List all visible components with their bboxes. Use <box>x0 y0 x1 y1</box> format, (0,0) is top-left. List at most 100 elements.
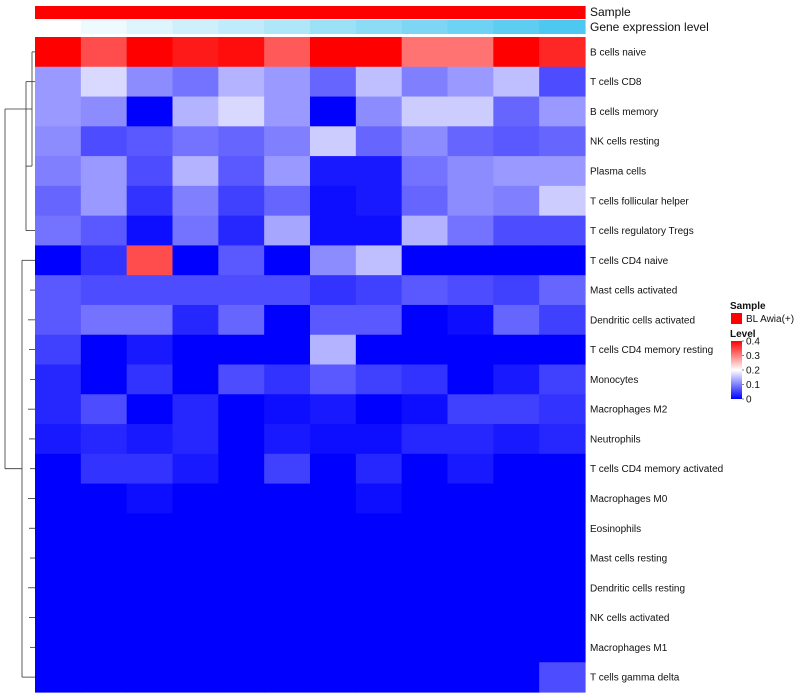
heatmap-cell <box>80 185 128 217</box>
heatmap-cell <box>80 394 128 425</box>
heatmap-cell <box>401 215 449 247</box>
heatmap-cell <box>401 37 449 68</box>
heatmap-cell <box>493 394 540 425</box>
heatmap-cell <box>126 304 174 336</box>
heatmap-cell <box>493 304 540 336</box>
heatmap-cell <box>355 662 403 693</box>
heatmap-cell <box>218 394 265 425</box>
heatmap-cell <box>493 156 540 187</box>
heatmap-cell <box>80 543 128 574</box>
heatmap-cell <box>35 424 82 455</box>
heatmap-cell <box>355 37 403 68</box>
heatmap-cell <box>80 424 128 455</box>
heatmap-cell <box>80 96 128 127</box>
row-labels: B cells naive T cells CD8 B cells memory NK… <box>590 47 723 683</box>
heatmap-cell <box>539 483 586 514</box>
heatmap-cell <box>447 453 494 485</box>
heatmap-cell <box>310 275 357 306</box>
heatmap-cell <box>493 453 540 485</box>
heatmap-cell <box>539 394 586 425</box>
heatmap-cell <box>35 156 82 187</box>
heatmap-cell <box>264 602 311 634</box>
sample-annotation-cell <box>264 6 311 19</box>
heatmap-cell <box>172 96 219 127</box>
sample-annotation-cell <box>447 6 494 19</box>
heatmap-cell <box>310 662 357 693</box>
heatmap-cell <box>264 275 311 306</box>
gene-expression-annotation-cell <box>264 20 311 34</box>
heatmap-cell <box>172 483 219 514</box>
heatmap-cell <box>493 185 540 217</box>
row-label: Mast cells activated <box>590 286 677 297</box>
heatmap-cell <box>126 662 174 693</box>
heatmap-cell <box>355 572 403 604</box>
heatmap-cell <box>539 96 586 127</box>
row-label: Eosinophils <box>590 524 641 535</box>
row-label: NK cells resting <box>590 137 659 148</box>
heatmap-cell <box>126 572 174 604</box>
heatmap-cell <box>310 424 357 455</box>
row-label: T cells CD4 naive <box>590 256 669 267</box>
heatmap-cell <box>493 245 540 276</box>
heatmap-cell <box>172 304 219 336</box>
heatmap-cell <box>539 215 586 247</box>
gene-expression-annotation-cell <box>539 20 586 34</box>
heatmap-cell <box>126 424 174 455</box>
heatmap-cell <box>218 245 265 276</box>
row-label: Macrophages M2 <box>590 405 668 416</box>
sample-annotation-cell <box>172 6 219 19</box>
heatmap-cell <box>310 245 357 276</box>
heatmap-cell <box>218 275 265 306</box>
legend-sample-title: Sample <box>730 301 766 312</box>
heatmap-cell <box>355 394 403 425</box>
heatmap-cell <box>447 185 494 217</box>
heatmap-cell <box>264 185 311 217</box>
sample-annotation-cell <box>80 6 128 19</box>
heatmap-cell <box>447 66 494 98</box>
heatmap-cell <box>401 513 449 544</box>
heatmap-cell <box>35 513 82 544</box>
heatmap-cell <box>539 66 586 98</box>
heatmap-cell <box>80 513 128 544</box>
row-label: Dendritic cells activated <box>590 315 695 326</box>
heatmap-cell <box>401 483 449 514</box>
heatmap-cell <box>264 394 311 425</box>
heatmap-cell <box>310 185 357 217</box>
heatmap-cell <box>355 424 403 455</box>
gene-expression-annotation-cell <box>401 20 449 34</box>
legend-colorbar <box>731 341 742 399</box>
heatmap-cell <box>355 126 403 157</box>
heatmap-cell <box>172 632 219 663</box>
heatmap-cell <box>401 126 449 157</box>
heatmap-cell <box>264 245 311 276</box>
heatmap-cell <box>493 543 540 574</box>
heatmap-cell <box>539 543 586 574</box>
heatmap-cell <box>80 66 128 98</box>
gene-expression-annotation-cell <box>493 20 540 34</box>
heatmap-cell <box>172 245 219 276</box>
heatmap-cell <box>218 424 265 455</box>
sample-annotation-cell <box>539 6 586 19</box>
heatmap-cell <box>126 364 174 395</box>
heatmap-cell <box>218 156 265 187</box>
heatmap-cell <box>126 632 174 663</box>
heatmap-cell <box>126 602 174 634</box>
heatmap-cell <box>264 424 311 455</box>
row-label: T cells CD4 memory resting <box>590 345 713 356</box>
row-label: T cells CD4 memory activated <box>590 464 723 475</box>
heatmap-cell <box>539 602 586 634</box>
gene-expression-annotation-cell <box>80 20 128 34</box>
row-label: Monocytes <box>590 375 638 386</box>
heatmap-cell <box>401 96 449 127</box>
gene-expression-annotation-cell <box>447 20 494 34</box>
heatmap-cell <box>401 245 449 276</box>
heatmap-cell <box>35 275 82 306</box>
row-label: Macrophages M0 <box>590 494 668 505</box>
heatmap-cell <box>539 513 586 544</box>
heatmap-cell <box>264 126 311 157</box>
heatmap-cell <box>310 394 357 425</box>
heatmap-cell <box>35 185 82 217</box>
heatmap-cell <box>401 185 449 217</box>
heatmap-cell <box>493 602 540 634</box>
heatmap-cell <box>264 334 311 366</box>
